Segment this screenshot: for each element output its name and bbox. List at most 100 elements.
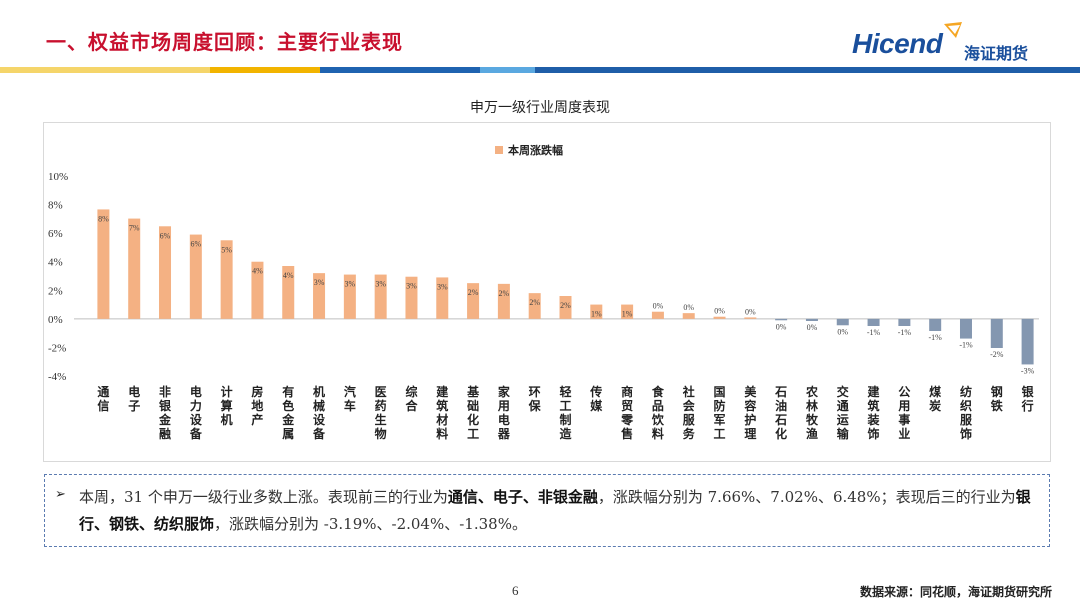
header-stripe [0, 67, 1080, 73]
bar [713, 316, 726, 319]
bar [867, 318, 880, 326]
bar [128, 218, 141, 319]
bar [97, 209, 110, 319]
data-label: 3% [345, 280, 356, 289]
category-label: 煤炭 [929, 384, 941, 413]
bar [1021, 318, 1034, 365]
stripe-segment [480, 67, 535, 73]
bullet-arrow-icon: ➢ [55, 487, 66, 502]
category-label: 通信 [97, 384, 109, 413]
data-label: 7% [129, 224, 140, 233]
stripe-segment [535, 67, 1080, 73]
bar [929, 318, 942, 331]
stripe-segment [210, 67, 320, 73]
summary-part-2: ，涨跌幅分别为 7.66%、7.02%、6.48%；表现后三的行业为 [597, 488, 1016, 506]
category-label: 电力设备 [189, 384, 203, 441]
category-label: 传媒 [589, 384, 603, 413]
bar [528, 293, 541, 319]
y-tick-label: -2% [48, 342, 66, 354]
data-label: 0% [837, 327, 848, 336]
category-label: 综合 [405, 384, 418, 413]
chart-title: 申万一级行业周度表现 [470, 100, 610, 116]
category-label: 环保 [528, 385, 542, 413]
bar [436, 277, 449, 319]
category-label: 食品饮料 [651, 384, 665, 441]
y-tick-label: -4% [48, 371, 66, 383]
category-label: 计算机 [221, 384, 233, 427]
data-label: -1% [867, 328, 881, 337]
bar [621, 304, 634, 319]
category-label: 石油石化 [774, 385, 787, 441]
category-label: 基础化工 [466, 384, 480, 441]
bar [497, 283, 510, 319]
category-label: 美容护理 [743, 384, 757, 441]
bar [282, 266, 295, 319]
y-tick-label: 6% [48, 228, 63, 240]
y-tick-label: 8% [48, 200, 63, 212]
category-label: 轻工制造 [559, 384, 572, 441]
bar-chart: 10% 8% 6% 4% 2% 0% -2% -4% 本周涨跌幅 8% 通信 7% 电子 6% 非银金融 6%… [48, 143, 1039, 441]
bar [805, 318, 818, 321]
category-label: 社会服务 [682, 384, 696, 441]
data-label: -1% [929, 333, 943, 342]
category-label: 建筑装饰 [867, 384, 881, 441]
bar [189, 234, 202, 319]
bar [590, 304, 603, 319]
data-label: 6% [160, 231, 171, 240]
data-label: 4% [283, 271, 294, 280]
data-label: -2% [990, 350, 1004, 359]
data-label: 5% [221, 245, 232, 254]
data-label: 3% [406, 282, 417, 291]
data-label: 4% [252, 267, 263, 276]
bar [405, 276, 418, 319]
logo-text-zh: 海证期货 [964, 44, 1029, 63]
bar [313, 273, 326, 319]
logo-mark-icon [944, 22, 962, 38]
bar [559, 296, 572, 319]
legend-swatch [495, 146, 503, 154]
category-label: 汽车 [344, 384, 356, 413]
summary-text: 本周，31 个申万一级行业多数上涨。表现前三的行业为通信、电子、非银金融，涨跌幅… [79, 484, 1041, 538]
data-label: 0% [745, 307, 756, 316]
category-label: 商贸零售 [620, 384, 634, 441]
bar [467, 283, 480, 319]
company-logo: Hicend 海证期货 [852, 20, 1052, 66]
category-label: 农林牧渔 [805, 384, 819, 441]
summary-part-3: ，涨跌幅分别为 -3.19%、-2.04%、-1.38%。 [214, 515, 527, 533]
bar [836, 318, 849, 326]
category-label: 钢铁 [991, 384, 1003, 413]
bar [343, 274, 356, 319]
chart-frame: 10% 8% 6% 4% 2% 0% -2% -4% 本周涨跌幅 8% 通信 7% 电子 6% 非银金融 6%… [43, 122, 1051, 462]
category-label: 公用事业 [897, 385, 910, 441]
category-label: 建筑材料 [435, 384, 449, 441]
legend-label: 本周涨跌幅 [508, 143, 563, 157]
data-label: 0% [683, 303, 694, 312]
data-label: 2% [499, 289, 510, 298]
data-label: 1% [622, 310, 633, 319]
category-label: 银行 [1021, 384, 1035, 413]
y-tick-label: 0% [48, 314, 63, 326]
data-label: 0% [714, 307, 725, 316]
category-label: 纺织服饰 [960, 384, 973, 441]
data-label: 6% [190, 240, 201, 249]
y-tick-label: 10% [48, 171, 68, 183]
data-label: 2% [560, 301, 571, 310]
category-label: 房地产 [251, 384, 263, 427]
data-label: 3% [314, 278, 325, 287]
bar [651, 311, 664, 319]
data-label: 0% [807, 323, 818, 332]
bar [744, 317, 757, 319]
data-label: 3% [437, 282, 448, 291]
y-tick-label: 2% [48, 285, 63, 297]
category-label: 医药生物 [375, 385, 387, 441]
data-label: 3% [375, 280, 386, 289]
summary-bottom3: 银行、钢铁、纺织服饰 [79, 488, 1031, 533]
data-label: 2% [468, 288, 479, 297]
stripe-segment [0, 67, 210, 73]
category-label: 交通运输 [837, 384, 850, 441]
stripe-segment [320, 67, 480, 73]
category-label: 家用电器 [497, 384, 511, 441]
bar [682, 313, 695, 319]
data-label: 2% [529, 298, 540, 307]
bar [374, 274, 387, 319]
